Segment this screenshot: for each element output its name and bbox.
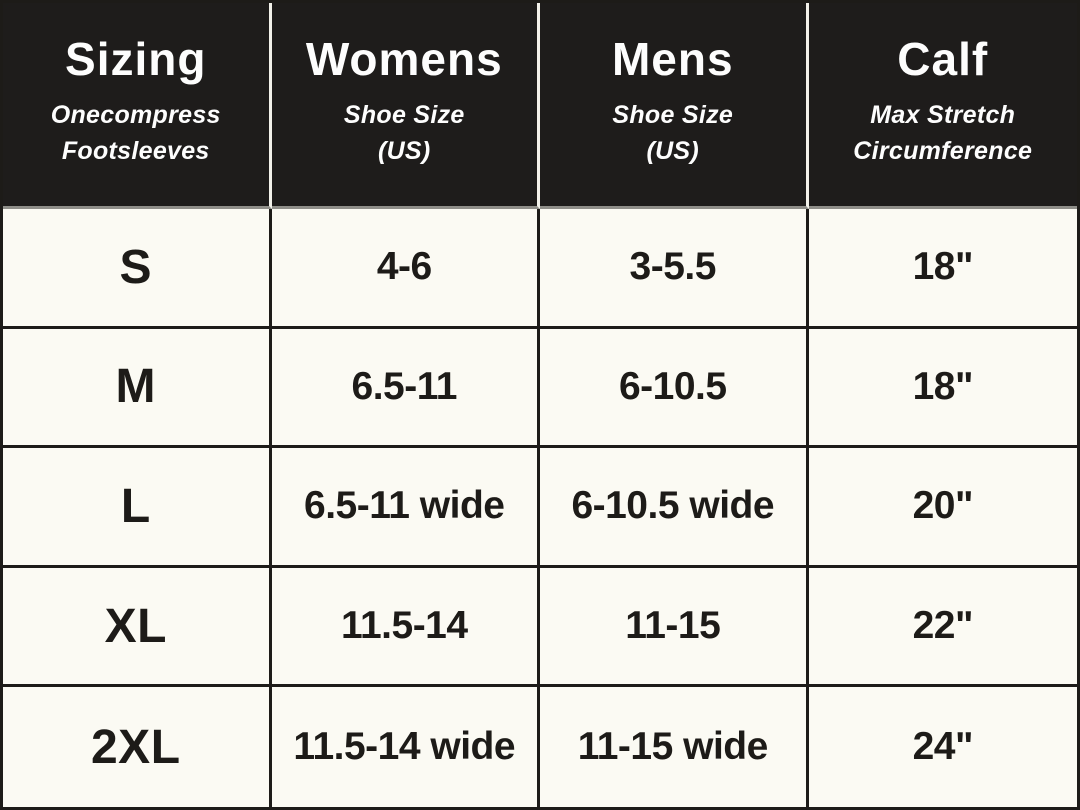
- row-m-size-label: M: [3, 328, 272, 449]
- header-title-calf: Calf: [897, 32, 989, 85]
- row-l-calf-value: 20": [808, 448, 1077, 568]
- row-l-size-label: L: [3, 448, 272, 568]
- row-2xl-mens-value: 11-15 wide: [540, 687, 809, 807]
- row-s-womens-value: 4-6: [271, 209, 540, 329]
- header-cell-mens: Mens Shoe Size (US): [540, 3, 809, 209]
- row-2xl-size-label: 2XL: [3, 687, 272, 807]
- row-m-calf-value: 18": [808, 328, 1077, 449]
- row-l-mens-value: 6-10.5 wide: [540, 448, 809, 568]
- row-xl-size-label: XL: [3, 567, 272, 688]
- row-xl-calf-value: 22": [808, 567, 1077, 688]
- header-subtitle-sizing: Onecompress Footsleeves: [50, 100, 221, 165]
- header-cell-calf: Calf Max Stretch Circumference: [808, 3, 1077, 209]
- header-title-mens: Mens: [611, 32, 734, 85]
- row-2xl-womens-value: 11.5-14 wide: [271, 687, 540, 807]
- row-m-womens-value: 6.5-11: [271, 328, 540, 449]
- row-s-mens-value: 3-5.5: [540, 209, 809, 329]
- header-cell-womens: Womens Shoe Size (US): [271, 3, 540, 209]
- row-xl-mens-value: 11-15: [540, 567, 809, 688]
- header-cell-sizing: Sizing Onecompress Footsleeves: [3, 3, 272, 209]
- row-s-calf-value: 18": [808, 209, 1077, 329]
- row-m-mens-value: 6-10.5: [540, 328, 809, 449]
- header-subtitle-calf: Max Stretch Circumference: [853, 100, 1033, 165]
- header-subtitle-womens: Shoe Size (US): [343, 100, 465, 165]
- header-title-sizing: Sizing: [65, 32, 207, 85]
- row-xl-womens-value: 11.5-14: [271, 567, 540, 688]
- header-subtitle-mens: Shoe Size (US): [612, 100, 734, 165]
- row-s-size-label: S: [3, 209, 272, 329]
- row-l-womens-value: 6.5-11 wide: [271, 448, 540, 568]
- header-title-womens: Womens: [305, 32, 503, 85]
- row-2xl-calf-value: 24": [808, 687, 1077, 807]
